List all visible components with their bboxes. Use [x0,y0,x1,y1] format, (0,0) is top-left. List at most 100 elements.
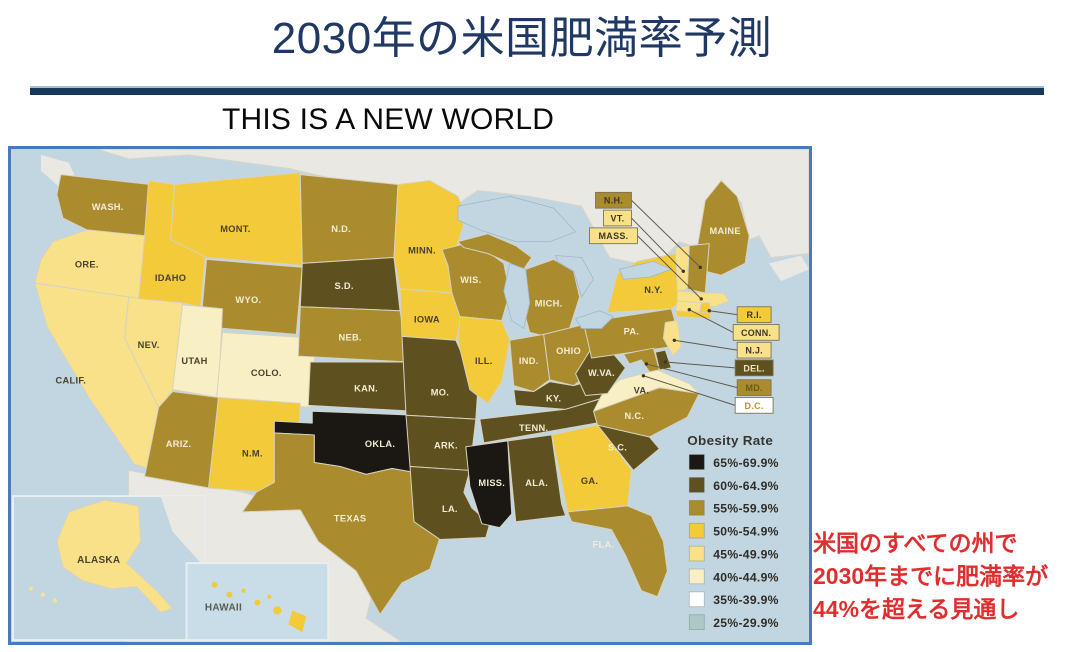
legend-label-b55: 55%-59.9% [713,502,779,516]
state-label-mt: MONT. [220,224,250,234]
callout-leader-dc [643,375,736,406]
state-nd [299,174,399,264]
us-map-svg: WASH. ORE. CALIF. NEV. IDAHO MONT. WYO. UTAH COL… [11,149,809,642]
state-label-ks: KAN. [354,384,378,394]
callout-label-de: DEL. [743,363,765,373]
state-in [509,333,551,393]
state-nh [686,243,710,294]
state-label-ca: CALIF. [56,376,87,386]
callout-box-de [734,359,774,377]
state-label-nc: N.C. [625,411,645,421]
state-label-ms: MISS. [478,478,505,488]
state-label-nm: N.M. [242,449,263,459]
hawaii-island [241,588,246,593]
state-label-il: ILL. [475,356,493,366]
state-label-ne: NEB. [338,332,361,342]
state-label-fl: FLA. [593,539,615,549]
state-label-az: ARIZ. [166,439,192,449]
lake-huron [555,255,595,298]
state-label-id: IDAHO [155,273,186,283]
legend-label-b40: 40%-44.9% [713,570,779,584]
callout-leader-ma [637,235,702,300]
legend-label-b60: 60%-64.9% [713,479,779,493]
annotation-line: 44%を超える見通し [813,596,1020,622]
state-label-in: IND. [519,356,539,366]
callout-box-dc [734,397,774,414]
state-label-ga: GA. [581,476,598,486]
state-label-hi: HAWAII [205,602,242,613]
alaska-aleutian-island [52,598,58,603]
callout-label-ct: CONN. [741,328,771,338]
nova-scotia-landmass [769,255,809,282]
callout-box-md [736,379,772,396]
callout-dot-ct [687,308,691,312]
legend-swatch-b60 [688,477,705,493]
callout-leader-nh [631,199,701,268]
state-mt [170,172,303,266]
subtitle: THIS IS A NEW WORLD [222,103,555,136]
alaska-inset-canada [160,496,205,568]
state-label-mi: MICH. [535,299,563,309]
callout-dot-nj [672,338,677,342]
lake-erie [574,310,615,329]
state-label-sc: S.C. [608,443,627,453]
state-label-wy: WYO. [235,295,261,305]
hawaii-island [267,594,272,599]
callout-dot-vt [681,269,686,273]
state-label-ok: OKLA. [365,439,395,449]
state-label-nd: N.D. [331,224,351,234]
callout-dot-de [663,360,668,364]
legend-label-b35: 35%-39.9% [713,593,779,607]
state-label-pa: PA. [624,326,640,336]
legend-swatch-b35 [688,591,705,608]
callout-label-vt: VT. [611,214,625,224]
state-label-oh: OHIO [556,346,581,356]
callout-label-dc: D.C. [745,401,764,411]
state-nj [662,320,682,357]
state-label-nv: NEV. [138,340,160,350]
state-me [696,180,750,276]
legend-label-b45: 45%-49.9% [713,548,779,562]
hawaii-island [226,591,233,598]
state-wy [200,258,303,335]
callout-leader-ct [689,309,734,333]
state-label-co: COLO. [251,368,282,378]
lake-michigan [503,262,531,330]
state-label-ar: ARK. [434,441,458,451]
callout-box-ri [736,306,772,323]
hawaii-island [273,606,282,615]
legend-swatch-b40 [688,568,705,585]
state-il [457,316,511,404]
callout-dot-md [644,362,649,366]
annotation-line: 2030年までに肥満率が [813,563,1049,589]
hawaii-island [211,581,218,588]
callout-label-nh: N.H. [604,196,623,206]
callout-label-ri: R.I. [747,310,762,320]
legend-swatch-b25 [688,614,705,630]
state-label-mo: MO. [431,388,449,398]
callout-box-ct [732,324,780,341]
slide-title: 2030年の米国肥満率予測 [271,14,773,63]
state-label-mn: MINN. [408,246,436,256]
callout-leader-ri [709,310,738,316]
callout-leader-nj [674,339,738,351]
legend-title: Obesity Rate [687,433,773,448]
state-label-ny: N.Y. [644,285,662,295]
annotation-line: 米国のすべての州で [813,530,1018,556]
callout-dot-ri [707,309,711,313]
callout-leader-md [646,363,738,389]
legend-label-b25: 25%-29.9% [713,616,779,630]
state-label-la: LA. [442,504,458,514]
callout-leader-vt [631,217,684,272]
legend-swatch-b50 [688,522,705,539]
legend-label-b50: 50%-54.9% [713,525,779,539]
state-label-ut: UTAH [181,356,207,366]
state-label-wi: WIS. [460,275,481,285]
state-label-tx: TEXAS [334,514,366,524]
legend-swatch-b55 [688,500,705,516]
legend-swatch-b65 [688,454,705,470]
state-mi-upper-peninsula [456,233,533,270]
state-label-wv: W.VA. [588,368,615,378]
state-tx [241,432,441,615]
callout-box-nj [736,341,772,359]
